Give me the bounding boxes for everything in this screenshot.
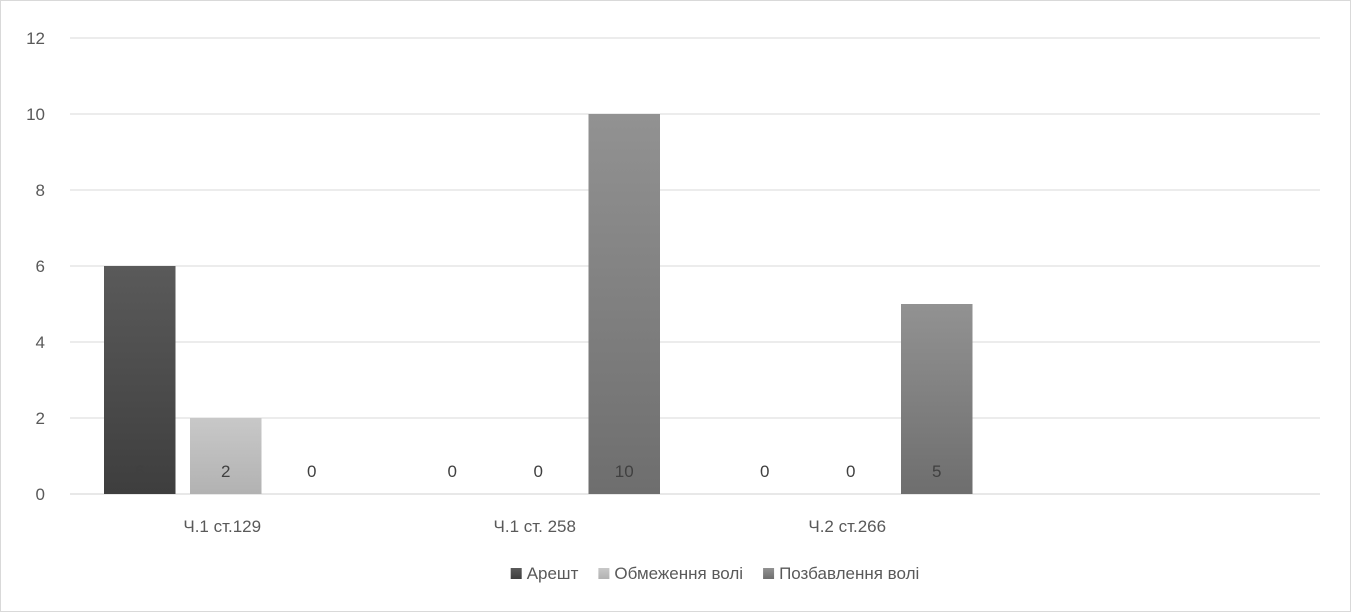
y-tick-label: 8	[36, 181, 45, 200]
bar	[901, 304, 973, 494]
bar	[104, 266, 176, 494]
legend-swatch	[598, 568, 610, 579]
y-tick-label: 4	[36, 333, 45, 352]
data-label: 10	[615, 462, 634, 481]
data-label: 0	[307, 462, 316, 481]
y-tick-label: 10	[26, 105, 45, 124]
y-axis-ticks: 0 2 4 6 8 10 12	[26, 29, 45, 504]
data-label: 6	[135, 462, 144, 481]
bars	[104, 114, 973, 494]
legend-swatch	[510, 568, 522, 579]
legend-label: Позбавлення волі	[779, 564, 919, 583]
x-tick-label: Ч.1 ст.129	[183, 517, 261, 536]
legend-label: Обмеження волі	[614, 564, 743, 583]
data-label: 2	[221, 462, 230, 481]
bar	[190, 418, 262, 494]
bar	[588, 114, 660, 494]
data-label: 0	[534, 462, 543, 481]
data-labels: 6 0 0 2 0 0 0 10 5	[135, 462, 941, 481]
y-tick-label: 0	[36, 485, 45, 504]
x-axis-ticks: Ч.1 ст.129 Ч.1 ст. 258 Ч.2 ст.266	[183, 517, 886, 536]
data-label: 0	[846, 462, 855, 481]
data-label: 0	[760, 462, 769, 481]
legend-swatch	[763, 568, 775, 579]
x-tick-label: Ч.2 ст.266	[808, 517, 886, 536]
x-tick-label: Ч.1 ст. 258	[494, 517, 576, 536]
y-tick-label: 2	[36, 409, 45, 428]
data-label: 0	[448, 462, 457, 481]
data-label: 5	[932, 462, 941, 481]
legend: Арешт Обмеження волі Позбавлення волі	[510, 564, 919, 583]
y-tick-label: 12	[26, 29, 45, 48]
y-tick-label: 6	[36, 257, 45, 276]
gridlines	[70, 37, 1320, 495]
legend-label: Арешт	[527, 564, 579, 583]
